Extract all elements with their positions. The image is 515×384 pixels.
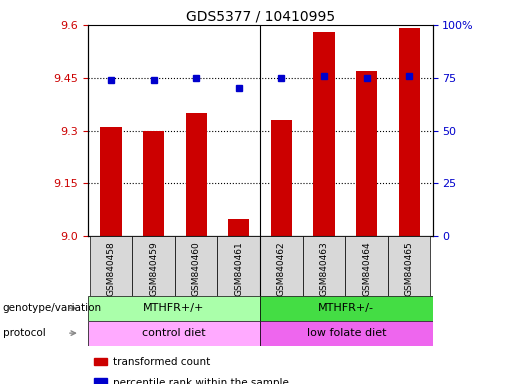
Bar [143, 131, 164, 236]
Bar [132, 236, 175, 296]
Text: transformed count: transformed count [113, 357, 211, 367]
Bar [90, 236, 132, 296]
Text: GSM840465: GSM840465 [405, 241, 414, 296]
Bar [88, 321, 260, 346]
Text: genotype/variation: genotype/variation [3, 303, 101, 313]
Text: percentile rank within the sample: percentile rank within the sample [113, 377, 289, 384]
Text: GSM840463: GSM840463 [319, 241, 329, 296]
Bar [356, 71, 377, 236]
Text: MTHFR+/+: MTHFR+/+ [143, 303, 204, 313]
Text: GSM840464: GSM840464 [362, 241, 371, 296]
Text: GDS5377 / 10410995: GDS5377 / 10410995 [185, 10, 335, 23]
Bar [94, 378, 107, 384]
Text: GSM840460: GSM840460 [192, 241, 201, 296]
Bar [217, 236, 260, 296]
Text: GSM840462: GSM840462 [277, 241, 286, 296]
Text: GSM840459: GSM840459 [149, 241, 158, 296]
Text: protocol: protocol [3, 328, 45, 338]
Text: low folate diet: low folate diet [306, 328, 386, 338]
Bar [345, 236, 388, 296]
Bar [260, 296, 433, 321]
Bar [260, 321, 433, 346]
Text: GSM840461: GSM840461 [234, 241, 243, 296]
Bar [303, 236, 345, 296]
Bar [388, 236, 431, 296]
Bar [94, 358, 107, 365]
Bar [175, 236, 217, 296]
Text: control diet: control diet [142, 328, 205, 338]
Bar [185, 113, 207, 236]
Bar [313, 32, 335, 236]
Text: GSM840458: GSM840458 [107, 241, 115, 296]
Bar [228, 218, 249, 236]
Bar [88, 296, 260, 321]
Bar [271, 120, 292, 236]
Bar [399, 28, 420, 236]
Bar [260, 236, 303, 296]
Text: MTHFR+/-: MTHFR+/- [318, 303, 374, 313]
Bar [100, 127, 122, 236]
